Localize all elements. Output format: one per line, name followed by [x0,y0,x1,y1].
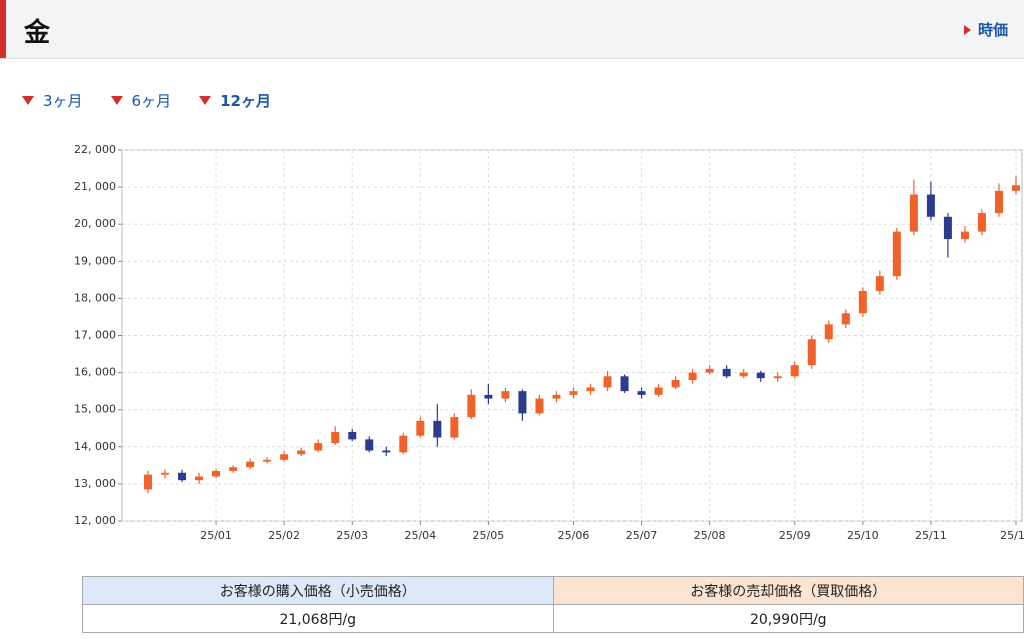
x-tick-label: 25/07 [626,529,658,542]
y-tick-label: 16, 000 [74,366,116,379]
candle-body [773,376,782,379]
candle-body [263,459,272,462]
y-tick-label: 14, 000 [74,440,116,453]
candle-body [450,417,459,438]
x-tick-label: 25/12 [1000,529,1024,542]
candle-body [875,276,884,291]
candle-body [960,231,969,240]
accent-bar [0,0,6,58]
candle-body [280,454,289,460]
period-tab[interactable]: 12ヶ月 [199,90,271,111]
period-tab[interactable]: 6ヶ月 [110,90,172,111]
table-cell: 21,068円/g [82,604,554,633]
candle-body [416,420,425,436]
candle-body [212,470,221,477]
candle-body [586,387,595,392]
candle-body [535,398,544,414]
candle-body [195,476,204,481]
candle-body [671,380,680,388]
candle-body [552,394,561,399]
y-tick-label: 19, 000 [74,254,116,267]
candle-body [297,450,306,455]
candle-body [994,190,1003,214]
candle-body [807,339,816,366]
candle-body [739,372,748,377]
candle-body [977,213,986,232]
period-tab-label: 3ヶ月 [43,92,83,110]
candle-body [433,420,442,438]
candle-body [518,391,527,414]
candle-body [348,431,357,440]
candle-body [756,372,765,379]
period-tab-label: 6ヶ月 [131,92,172,110]
candle-body [144,474,152,490]
candle-body [229,467,238,471]
candle-body [569,391,578,395]
candle-body [722,368,731,377]
x-tick-label: 25/08 [694,529,726,542]
candle-body [1012,185,1020,191]
x-tick-label: 25/01 [200,529,232,542]
candle-body [501,391,510,399]
candle-body [467,394,476,418]
candle-body [892,231,901,277]
page-title: 金 [24,18,51,48]
price-link[interactable]: 時価 [964,19,1008,40]
candle-body [637,391,646,395]
candle-body [824,324,833,340]
price-link-text: 時価 [978,21,1009,39]
candle-body [654,387,663,395]
candle-body [603,376,612,388]
candle-body [705,368,714,373]
x-tick-label: 25/04 [404,529,436,542]
x-tick-label: 25/05 [473,529,505,542]
candle-body [858,290,867,314]
table-header: お客様の購入価格（小売価格） [82,576,554,605]
y-tick-label: 18, 000 [74,291,116,304]
x-tick-label: 25/09 [779,529,811,542]
y-tick-label: 13, 000 [74,477,116,490]
candle-body [484,394,493,399]
x-tick-label: 25/10 [847,529,879,542]
y-tick-label: 15, 000 [74,403,116,416]
y-tick-label: 17, 000 [74,329,116,342]
candle-body [246,461,255,468]
candle-body [178,472,187,481]
candle-body [331,431,340,444]
x-tick-label: 25/03 [336,529,368,542]
y-tick-label: 21, 000 [74,180,116,193]
y-tick-label: 12, 000 [74,514,116,527]
period-tabs: 3ヶ月 6ヶ月 12ヶ月 [22,90,299,111]
y-tick-label: 20, 000 [74,217,116,230]
period-tab[interactable]: 3ヶ月 [22,90,83,111]
chart: 12, 000 13, 000 14, 000 15, 000 16, 000 17, 0… [74,143,1024,542]
candle-body [926,194,935,217]
candle-body [620,376,629,392]
candle-body [943,216,952,240]
x-tick-label: 25/02 [268,529,300,542]
candle-body [399,435,408,453]
table-header: お客様の売却価格（買取価格） [552,576,1024,605]
table-cell: 20,990円/g [552,604,1024,633]
y-tick-label: 22, 000 [74,143,116,156]
header: 金 時価 [0,0,1024,59]
candle-body [161,472,170,475]
candle-body [382,450,391,453]
candle-body [314,443,323,451]
period-tab-label: 12ヶ月 [220,92,271,110]
price-table: お客様の購入価格（小売価格） お客様の売却価格（買取価格） 21,068円/g 20… [82,576,1024,633]
candle-body [790,365,799,377]
x-tick-label: 25/06 [558,529,590,542]
candle-body [841,313,850,325]
candle-body [365,439,374,451]
candle-body [909,194,918,232]
candle-body [688,372,697,381]
x-tick-label: 25/11 [915,529,947,542]
